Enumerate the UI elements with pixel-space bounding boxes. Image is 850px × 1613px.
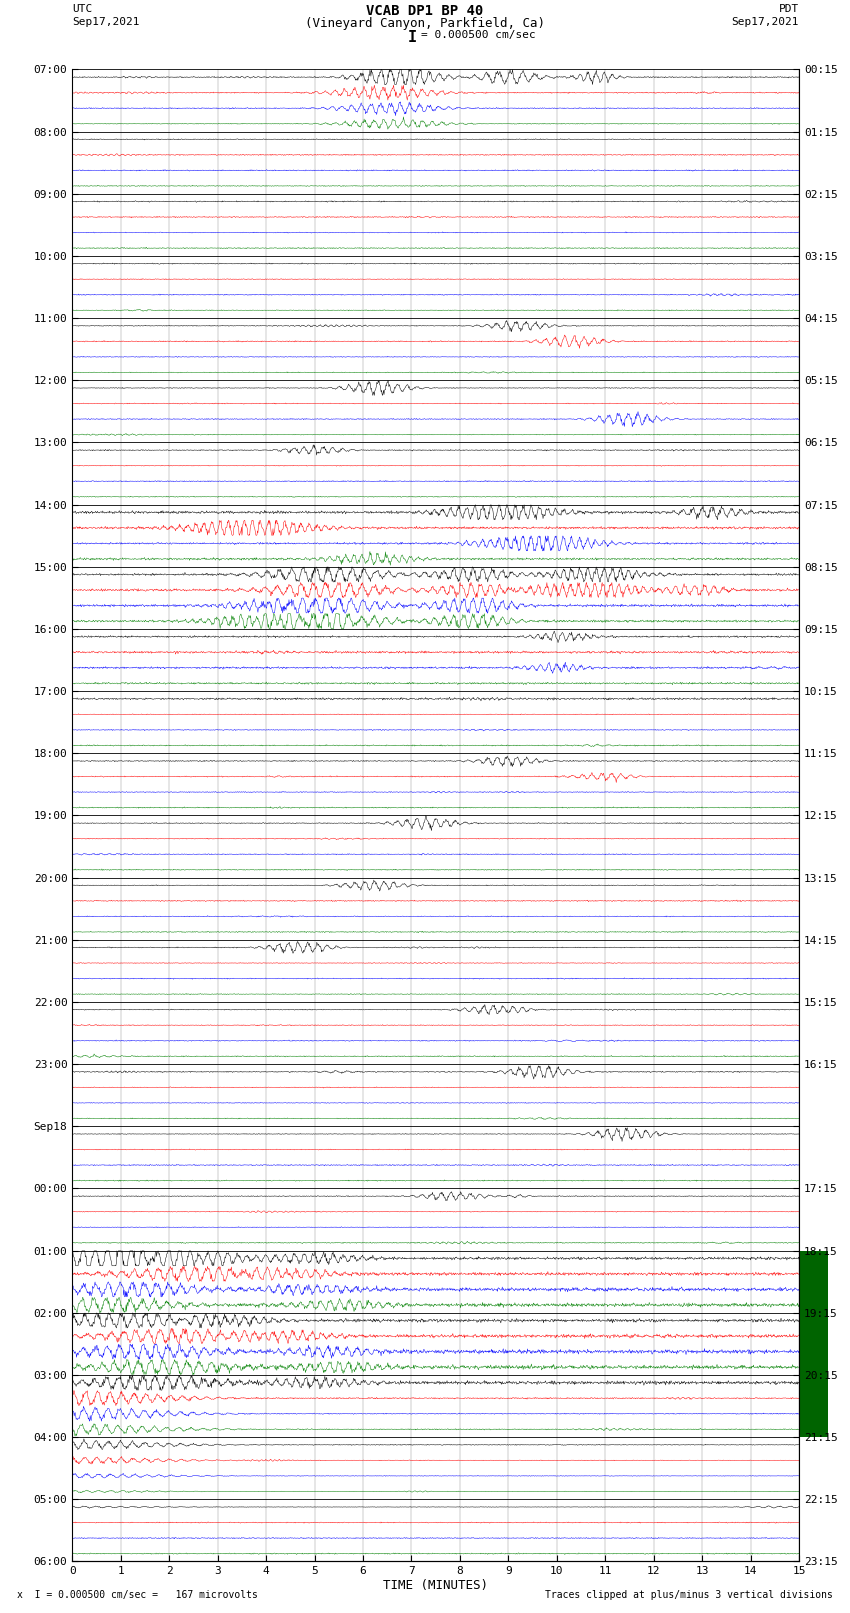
Text: (Vineyard Canyon, Parkfield, Ca): (Vineyard Canyon, Parkfield, Ca) xyxy=(305,18,545,31)
Text: Sep17,2021: Sep17,2021 xyxy=(72,18,139,27)
Text: UTC: UTC xyxy=(72,5,93,15)
X-axis label: TIME (MINUTES): TIME (MINUTES) xyxy=(383,1579,488,1592)
Text: Traces clipped at plus/minus 3 vertical divisions: Traces clipped at plus/minus 3 vertical … xyxy=(545,1590,833,1600)
Text: Sep17,2021: Sep17,2021 xyxy=(732,18,799,27)
Text: I: I xyxy=(408,31,417,45)
Text: = 0.000500 cm/sec: = 0.000500 cm/sec xyxy=(421,31,536,40)
Text: VCAB DP1 BP 40: VCAB DP1 BP 40 xyxy=(366,5,484,18)
Bar xyxy=(799,1250,828,1437)
Text: x  I = 0.000500 cm/sec =   167 microvolts: x I = 0.000500 cm/sec = 167 microvolts xyxy=(17,1590,258,1600)
Text: PDT: PDT xyxy=(779,5,799,15)
